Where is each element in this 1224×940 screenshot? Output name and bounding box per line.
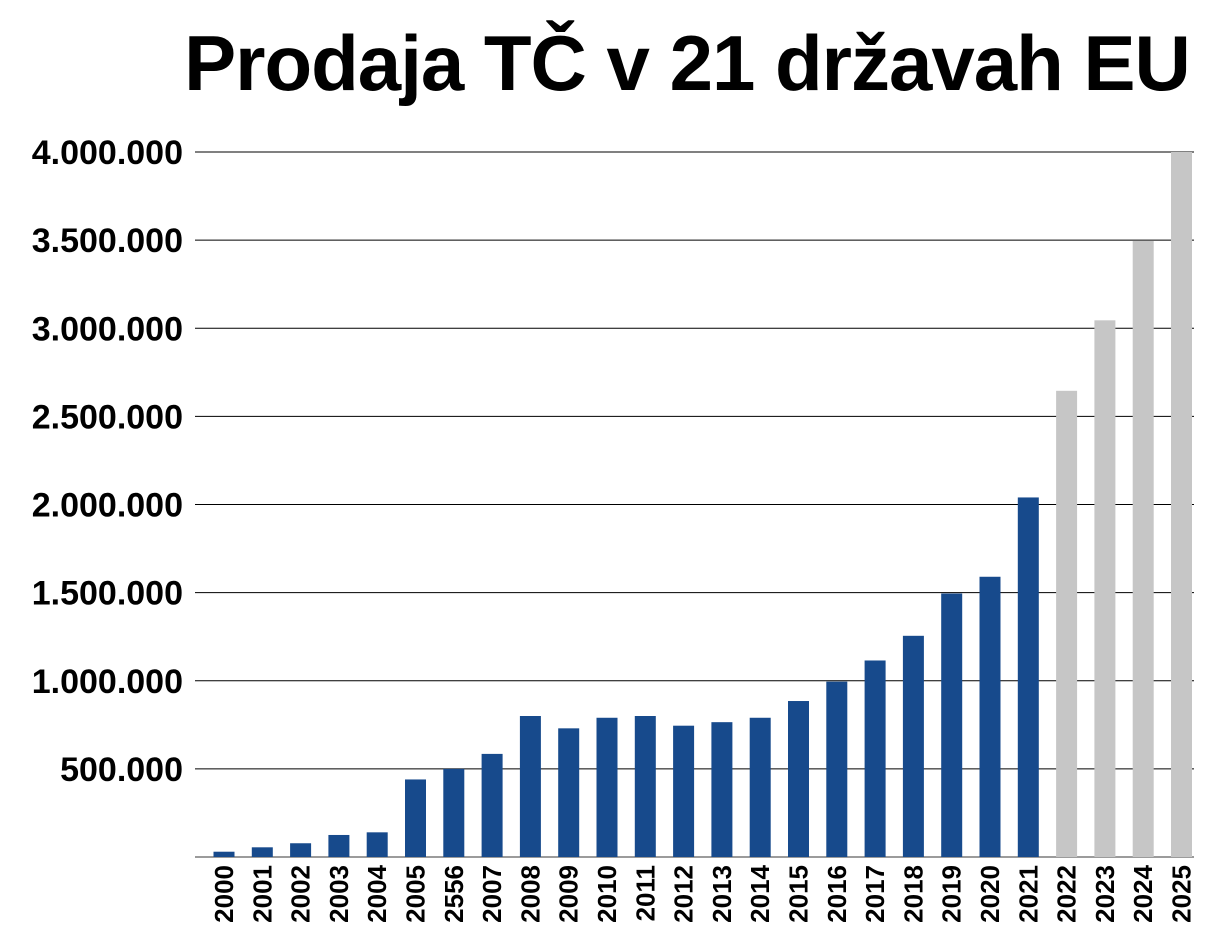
x-tick-label: 2007 [477, 865, 507, 923]
bars [213, 152, 1192, 858]
bar-2022 [1056, 390, 1078, 857]
x-tick-label: 2019 [937, 865, 967, 923]
x-tick-label: 2001 [247, 865, 277, 923]
x-tick-label: 2012 [669, 865, 699, 923]
x-tick-label: 2014 [745, 864, 775, 922]
x-tick-label: 2004 [362, 864, 392, 922]
x-tick-label: 2013 [707, 865, 737, 923]
bar-2020 [979, 576, 1001, 857]
bar-2001 [251, 847, 273, 857]
bar-2023 [1094, 320, 1116, 858]
bar-2008 [519, 716, 541, 857]
bar-2004 [366, 832, 388, 857]
x-tick-label: 2018 [898, 865, 928, 923]
y-tick-label: 3.500.000 [32, 222, 183, 260]
x-tick-label: 2022 [1052, 865, 1082, 923]
x-tick-label: 2024 [1128, 864, 1158, 922]
bar-2015 [788, 701, 809, 857]
y-tick-label: 2.000.000 [32, 487, 183, 525]
bar-2014 [749, 717, 771, 857]
x-tick-label: 2008 [515, 865, 545, 923]
x-tick-label: 2020 [975, 865, 1005, 923]
bar-2017 [864, 660, 886, 857]
x-tick-label: 2017 [860, 865, 890, 923]
x-tick-label: 2003 [324, 865, 354, 923]
grid-lines [195, 151, 1194, 858]
y-tick-label: 3.000.000 [32, 310, 183, 348]
x-axis-tick-labels: 2000 2001 2002 2003 2004 2005 2556 2007 2008 2009… [209, 864, 1197, 922]
x-tick-label: 2009 [554, 865, 584, 923]
y-tick-label: 1.500.000 [32, 575, 183, 613]
chart-title: Prodaja TČ v 21 državah EU [184, 19, 1191, 107]
x-tick-label: 2000 [209, 865, 239, 923]
bar-2005 [405, 779, 426, 857]
bar-2000 [213, 851, 235, 857]
y-axis-tick-labels: 500.000 1.000.000 1.500.000 2.000.000 2.500.… [32, 134, 183, 789]
x-tick-label: 2002 [286, 865, 316, 923]
bar-2018 [902, 635, 924, 857]
bar-2016 [826, 681, 848, 857]
x-tick-label: 2011 [630, 865, 660, 921]
x-tick-label: 2025 [1167, 865, 1197, 923]
y-tick-label: 2.500.000 [32, 398, 183, 436]
y-tick-label: 4.000.000 [32, 134, 183, 172]
bar-2025 [1171, 152, 1192, 857]
x-tick-label: 2021 [1013, 865, 1043, 923]
x-tick-label: 2010 [592, 865, 622, 923]
bar-2003 [328, 834, 350, 857]
bar-2013 [711, 722, 733, 857]
bar-2019 [941, 593, 963, 857]
y-tick-label: 500.000 [60, 751, 183, 789]
bar-2010 [596, 717, 618, 857]
bar-2009 [558, 728, 580, 857]
bar-2007 [481, 753, 503, 857]
bar-2024 [1132, 241, 1154, 858]
x-tick-label: 2016 [822, 865, 852, 923]
bar-2012 [673, 725, 695, 857]
x-tick-label: 2005 [401, 865, 431, 923]
bar-2021 [1017, 497, 1039, 857]
x-tick-label: 2015 [784, 865, 814, 923]
bar-2556 [443, 768, 465, 857]
x-tick-label: 2023 [1090, 865, 1120, 923]
x-tick-label: 2556 [439, 865, 469, 923]
bar-2011 [634, 716, 656, 857]
y-tick-label: 1.000.000 [32, 663, 183, 701]
bar-2002 [290, 843, 312, 857]
